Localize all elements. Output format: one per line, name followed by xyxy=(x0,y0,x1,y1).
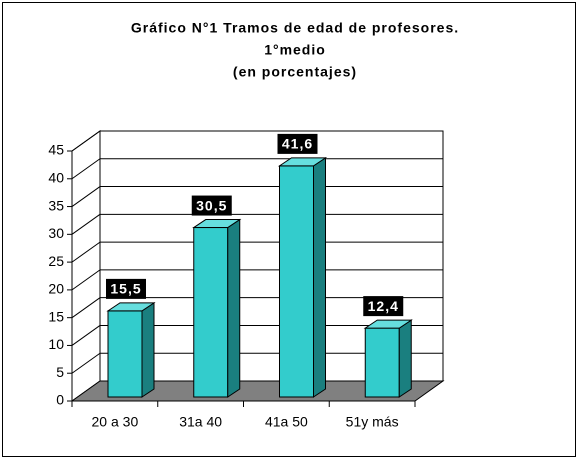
bar xyxy=(193,227,229,398)
value-label-box xyxy=(363,296,404,317)
y-tick-label: 30 xyxy=(48,225,64,241)
chart-title: Gráfico N°1 Tramos de edad de profesores… xyxy=(131,20,459,36)
bar-side xyxy=(141,301,155,398)
grid-line xyxy=(71,325,101,346)
y-tick-label: 10 xyxy=(48,336,64,352)
value-label-box xyxy=(277,133,318,154)
y-tick-label: 5 xyxy=(56,364,64,380)
bar xyxy=(279,165,314,398)
value-label: 15,5 xyxy=(110,281,141,297)
bar-top xyxy=(192,219,242,229)
grid-line xyxy=(71,213,101,235)
y-tick-label: 35 xyxy=(48,197,64,213)
bar-side xyxy=(313,156,326,398)
value-label: 12,4 xyxy=(368,298,399,314)
grid-line xyxy=(71,241,101,263)
y-tick-label: 25 xyxy=(48,253,64,269)
grid-line xyxy=(71,130,101,152)
bar-side xyxy=(227,218,241,398)
bar xyxy=(364,327,400,398)
value-label-box xyxy=(106,278,146,299)
grid-line xyxy=(71,297,101,319)
x-tick-label: 51y más xyxy=(346,414,399,430)
grid-line xyxy=(71,186,101,207)
y-tick-label: 40 xyxy=(48,169,64,185)
x-tick-label: 31a 40 xyxy=(179,414,222,430)
grid-line xyxy=(71,269,101,291)
y-tick-label: 0 xyxy=(56,392,64,408)
chart-title: 1°medio xyxy=(264,42,326,58)
grid-line xyxy=(71,158,101,180)
bar-top xyxy=(277,157,328,167)
y-tick-label: 15 xyxy=(48,308,64,324)
value-label: 30,5 xyxy=(196,197,227,213)
bar-top xyxy=(106,302,156,312)
value-label-box xyxy=(191,195,232,216)
chart-title: (en porcentajes) xyxy=(233,64,357,80)
x-tick-label: 20 a 30 xyxy=(92,414,139,430)
bar-top xyxy=(363,319,413,329)
bar xyxy=(107,310,143,398)
bar-side xyxy=(398,319,412,398)
value-label: 41,6 xyxy=(282,136,313,152)
x-tick-label: 41a 50 xyxy=(265,414,308,430)
grid-line xyxy=(71,352,101,374)
y-tick-label: 45 xyxy=(48,142,64,158)
y-tick-label: 20 xyxy=(48,281,64,297)
side-wall xyxy=(71,130,101,402)
